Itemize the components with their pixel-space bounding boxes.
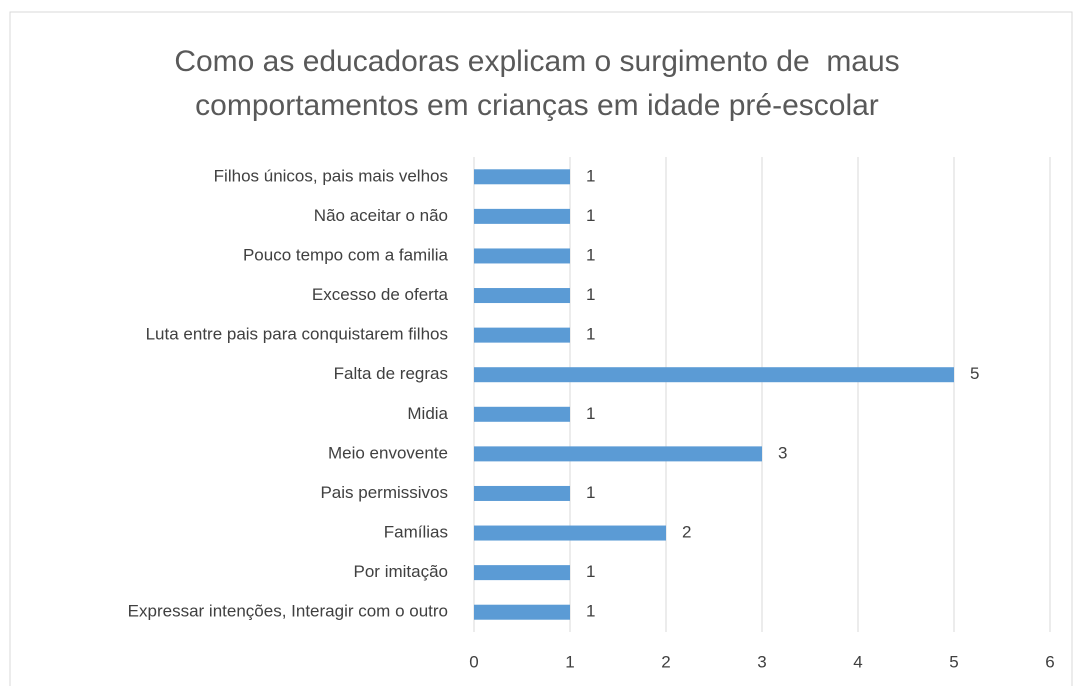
y-tick-label: Não aceitar o não xyxy=(314,206,448,225)
bar xyxy=(474,169,570,185)
data-label: 1 xyxy=(586,562,595,581)
y-tick-label: Famílias xyxy=(384,523,448,542)
y-tick-label: Por imitação xyxy=(354,562,448,581)
x-tick-label: 5 xyxy=(949,652,958,671)
data-label: 3 xyxy=(778,443,787,462)
y-tick-label: Falta de regras xyxy=(334,364,448,383)
data-label: 5 xyxy=(970,364,979,383)
y-tick-label: Luta entre pais para conquistarem filhos xyxy=(146,325,448,344)
chart-title: Como as educadoras explicam o surgimento… xyxy=(174,45,909,122)
bar xyxy=(474,288,570,304)
x-tick-label: 4 xyxy=(853,652,862,671)
x-tick-label: 6 xyxy=(1045,652,1054,671)
y-tick-label: Filhos únicos, pais mais velhos xyxy=(214,166,448,185)
bar xyxy=(474,525,666,541)
chart-frame xyxy=(9,11,1073,686)
bar xyxy=(474,367,954,383)
bar xyxy=(474,485,570,501)
bar xyxy=(474,327,570,343)
y-tick-label: Meio envovente xyxy=(328,443,448,462)
x-tick-label: 3 xyxy=(757,652,766,671)
data-label: 1 xyxy=(586,285,595,304)
bar xyxy=(474,604,570,620)
bar xyxy=(474,565,570,581)
data-label: 1 xyxy=(586,245,595,264)
y-tick-label: Pouco tempo com a familia xyxy=(243,245,449,264)
x-tick-label: 1 xyxy=(565,652,574,671)
data-label: 1 xyxy=(586,602,595,621)
x-tick-label: 0 xyxy=(469,652,478,671)
data-label: 1 xyxy=(586,166,595,185)
y-tick-label: Excesso de oferta xyxy=(312,285,449,304)
data-label: 1 xyxy=(586,483,595,502)
bar xyxy=(474,208,570,224)
y-tick-label: Pais permissivos xyxy=(320,483,448,502)
bar xyxy=(474,446,762,462)
x-tick-label: 2 xyxy=(661,652,670,671)
data-label: 2 xyxy=(682,523,691,542)
data-label: 1 xyxy=(586,404,595,423)
y-tick-label: Expressar intenções, Interagir com o out… xyxy=(128,602,448,621)
data-label: 1 xyxy=(586,206,595,225)
bar xyxy=(474,248,570,264)
bar xyxy=(474,406,570,422)
y-tick-label: Midia xyxy=(407,404,448,423)
data-label: 1 xyxy=(586,325,595,344)
